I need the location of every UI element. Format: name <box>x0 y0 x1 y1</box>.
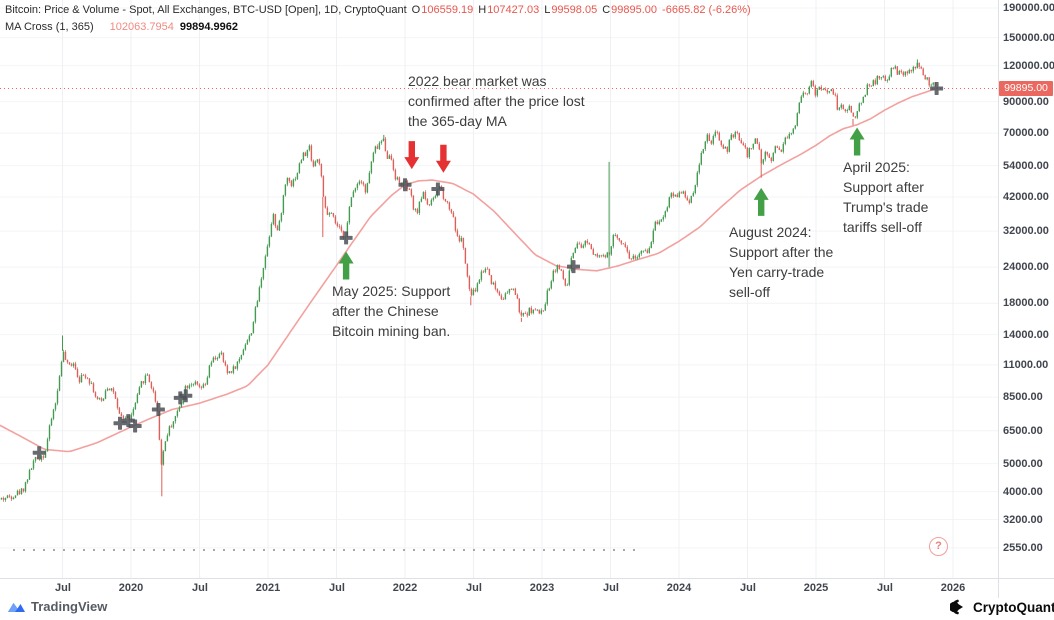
time-tick-label: 2026 <box>940 582 966 594</box>
legend-row-price: Bitcoin: Price & Volume - Spot, All Exch… <box>5 2 751 18</box>
arrow-down-marker <box>435 144 451 173</box>
time-tick-label: 2020 <box>118 582 144 594</box>
ma-365-line <box>0 87 938 453</box>
price-tick-label: 6500.00 <box>1003 425 1043 437</box>
price-tick-label: 120000.00 <box>1003 60 1054 72</box>
tradingview-mountain-icon <box>8 603 25 612</box>
price-tick-label: 14000.00 <box>1003 329 1049 341</box>
ma-cross-marker <box>151 403 165 416</box>
annotation-aug-2024: August 2024: Support after the Yen carry… <box>729 224 834 300</box>
arrow-up-marker <box>338 251 354 280</box>
ma-cross-marker <box>128 419 142 433</box>
time-tick-label: Jul <box>192 582 208 594</box>
time-tick-label: Jul <box>329 582 345 594</box>
cryptoquant-icon <box>950 599 963 615</box>
ma-cross-marker <box>179 389 193 403</box>
cryptoquant-logo: CryptoQuant <box>950 599 1054 615</box>
time-tick-label: 2022 <box>392 582 418 594</box>
ma-cross-marker <box>930 82 944 95</box>
ohlc-value: 106559.19 <box>421 4 474 16</box>
cryptoquant-label: CryptoQuant <box>973 599 1054 615</box>
ohlc-value: 99895.00 <box>611 4 658 16</box>
ohlc-values: O106559.19 H107427.03 L99598.05 C99895.00 <box>407 4 657 16</box>
tradingview-label: TradingView <box>31 599 108 614</box>
time-tick-label: Jul <box>55 582 71 594</box>
ma-value-slow: 99894.9962 <box>179 21 238 33</box>
ohlc-label: C <box>602 4 611 16</box>
last-price-label: 99895.00 <box>999 81 1053 96</box>
time-tick-label: 2025 <box>803 582 829 594</box>
time-tick-label: Jul <box>603 582 619 594</box>
data-problem-button[interactable]: ? <box>929 537 948 556</box>
price-change: -6665.82 (-6.26%) <box>662 4 751 16</box>
ohlc-label: H <box>478 4 487 16</box>
price-tick-label: 150000.00 <box>1003 32 1054 44</box>
price-tick-label: 11000.00 <box>1003 359 1049 371</box>
legend-row-ma: MA Cross (1, 365) 102063.7954 99894.9962 <box>5 19 751 35</box>
price-tick-label: 4000.00 <box>1003 486 1043 498</box>
price-tick-label: 8500.00 <box>1003 391 1043 403</box>
volume-dots-layer <box>13 549 635 551</box>
arrow-up-marker <box>753 187 769 216</box>
time-tick-label: 2021 <box>255 582 281 594</box>
annotation-may-support: May 2025: Support after the Chinese Bitc… <box>332 283 451 339</box>
ma-value-fast: 102063.7954 <box>109 21 174 33</box>
price-tick-label: 32000.00 <box>1003 225 1049 237</box>
candles-layer <box>0 59 938 502</box>
ma-cross-marker <box>339 231 353 245</box>
indicator-title[interactable]: MA Cross (1, 365) <box>5 21 94 33</box>
ma-cross-marker <box>567 260 580 274</box>
ohlc-label: O <box>411 4 421 16</box>
arrow-down-marker <box>404 141 420 170</box>
price-tick-label: 54000.00 <box>1003 160 1049 172</box>
price-tick-label: 70000.00 <box>1003 127 1049 139</box>
price-tick-label: 24000.00 <box>1003 261 1049 273</box>
annotation-bear-2022: 2022 bear market was confirmed after the… <box>408 73 585 129</box>
ma-cross-marker <box>398 178 412 192</box>
price-tick-label: 42000.00 <box>1003 191 1049 203</box>
chart-legend: Bitcoin: Price & Volume - Spot, All Exch… <box>5 2 751 35</box>
ma-cross-marker <box>32 446 46 460</box>
ohlc-label: L <box>544 4 551 16</box>
symbol-title[interactable]: Bitcoin: Price & Volume - Spot, All Exch… <box>5 4 407 16</box>
arrow-up-marker <box>849 127 865 156</box>
ma-cross-marker <box>121 414 135 428</box>
price-tick-label: 18000.00 <box>1003 297 1049 309</box>
price-tick-label: 5000.00 <box>1003 458 1043 470</box>
time-tick-label: 2024 <box>666 582 692 594</box>
price-tick-label: 190000.00 <box>1003 2 1054 14</box>
ma-cross-markers <box>32 82 944 460</box>
annotation-apr-2025: April 2025: Support after Trump's trade … <box>843 159 929 235</box>
ohlc-value: 107427.03 <box>487 4 540 16</box>
time-tick-label: Jul <box>466 582 482 594</box>
time-tick-label: Jul <box>877 582 893 594</box>
time-tick-label: 2023 <box>529 582 555 594</box>
price-tick-label: 3200.00 <box>1003 514 1043 526</box>
ohlc-value: 99598.05 <box>551 4 598 16</box>
price-tick-label: 2550.00 <box>1003 542 1043 554</box>
price-tick-label: 90000.00 <box>1003 96 1049 108</box>
tradingview-logo[interactable]: TradingView <box>7 599 107 614</box>
time-tick-label: Jul <box>740 582 756 594</box>
last-price-value: 99895.00 <box>1004 82 1048 94</box>
ma-cross-marker <box>431 182 445 196</box>
